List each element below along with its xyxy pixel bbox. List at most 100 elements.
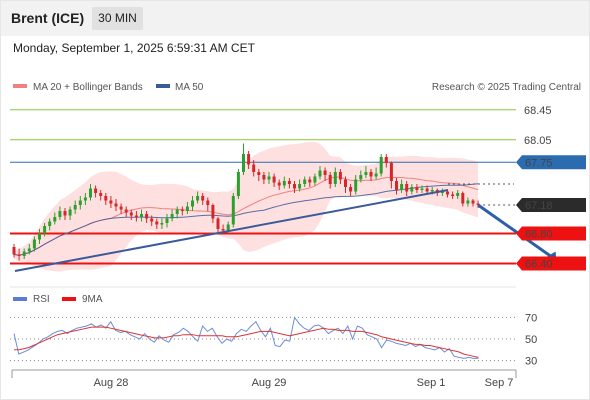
candle-body (180, 209, 184, 211)
last-price-tag (516, 198, 586, 212)
pivot-tag (516, 155, 586, 170)
candle-body (17, 254, 21, 256)
candle-body (389, 163, 393, 181)
ma50-legend-label: MA 50 (175, 82, 204, 93)
candle-body (43, 226, 47, 234)
candle-body (83, 197, 87, 201)
ma50-legend-swatch (156, 84, 170, 88)
candle-body (53, 217, 57, 222)
candle-body (216, 218, 220, 229)
candle-body (78, 200, 82, 205)
copyright-text: Research © 2025 Trading Central (432, 82, 581, 93)
rsi-tick-label: 50 (525, 334, 537, 346)
candle-body (364, 172, 368, 175)
x-tick-label: Sep 1 (417, 377, 446, 389)
x-tick-label: Aug 28 (94, 377, 129, 389)
candle-body (466, 200, 470, 204)
candle-body (287, 181, 291, 184)
candle-body (191, 200, 194, 207)
candle-body (185, 206, 189, 211)
last-price-label: 67.18 (525, 200, 553, 212)
candle-body (267, 176, 271, 180)
rsi-line (13, 316, 479, 359)
candle-body (196, 196, 200, 201)
trendline (14, 189, 449, 272)
candle-body (471, 200, 475, 204)
candle-body (170, 214, 174, 219)
ma20-legend-swatch (13, 84, 27, 88)
candle-body (349, 187, 353, 192)
candle-body (430, 190, 434, 192)
candle-body (328, 175, 332, 184)
level-tags: 68.45 68.05 67.75 66.80 66.40 67.18 (516, 105, 586, 271)
candle-body (318, 170, 322, 177)
candle-body (333, 172, 337, 184)
candle-body (359, 175, 363, 180)
candle-body (226, 224, 230, 231)
candle-body (395, 181, 398, 190)
candle-body (140, 214, 143, 217)
candle-body (323, 170, 327, 175)
candle-body (12, 247, 16, 255)
candle-body (415, 187, 419, 190)
x-tick-label: Aug 29 (252, 377, 287, 389)
candle-body (211, 205, 215, 219)
candle-body (313, 176, 317, 183)
candle-body (252, 164, 256, 172)
resistance-label: 68.05 (524, 135, 552, 147)
candle-body (124, 209, 128, 213)
candle-body (400, 184, 404, 190)
candle-body (344, 179, 347, 187)
candle-body (129, 212, 133, 216)
candle-body (456, 193, 460, 196)
candle-body (221, 229, 225, 231)
candle-body (379, 157, 383, 174)
candle-body (38, 233, 41, 240)
candle-body (63, 211, 67, 216)
candle-body (354, 179, 358, 192)
candle-body (22, 251, 26, 256)
candle-body (410, 187, 414, 192)
candle-body (451, 194, 455, 196)
candle-body (58, 211, 62, 217)
candle-body (293, 184, 296, 189)
rsi-tick-label: 30 (525, 356, 537, 368)
candle-body (104, 196, 108, 201)
candle-body (476, 203, 480, 205)
support-tag-label: 66.80 (525, 229, 553, 241)
x-axis: Aug 28 Aug 29 Sep 1 Sep 7 (11, 369, 517, 389)
x-tick-label: Sep 7 (485, 377, 514, 389)
candle-body (282, 181, 286, 186)
rsi-ma-line (14, 326, 479, 358)
candle-body (32, 239, 36, 249)
candle-body (155, 221, 159, 225)
candle-body (145, 214, 149, 219)
candle-body (206, 200, 210, 205)
candle-body (257, 172, 261, 175)
support-tag (516, 226, 586, 241)
resistance-label: 68.45 (524, 105, 552, 117)
candle-body (109, 200, 113, 204)
candle-body (119, 206, 123, 210)
timeframe-button[interactable]: 30 MIN (92, 7, 143, 30)
candle-body (277, 182, 281, 186)
candle-body (150, 218, 154, 222)
candle-body (440, 191, 444, 193)
support-tag (516, 256, 586, 271)
candle-body (384, 157, 388, 163)
candle-body (262, 175, 266, 180)
candle-body (374, 173, 378, 177)
pivot-tag-label: 67.75 (525, 157, 553, 169)
rsi-pane: 70 50 30 (10, 312, 537, 368)
candle-body (99, 193, 103, 196)
candle-body (272, 176, 276, 183)
timestamp: Monday, September 1, 2025 6:59:31 AM CET (13, 41, 255, 55)
candle-body (231, 196, 235, 225)
candle-body (461, 193, 465, 204)
ma20-legend-label: MA 20 + Bollinger Bands (33, 82, 143, 93)
candle-body (247, 154, 251, 165)
candle-body (308, 179, 312, 183)
candle-body (446, 191, 449, 195)
chart-header: Brent (ICE) 30 MIN (0, 0, 590, 36)
